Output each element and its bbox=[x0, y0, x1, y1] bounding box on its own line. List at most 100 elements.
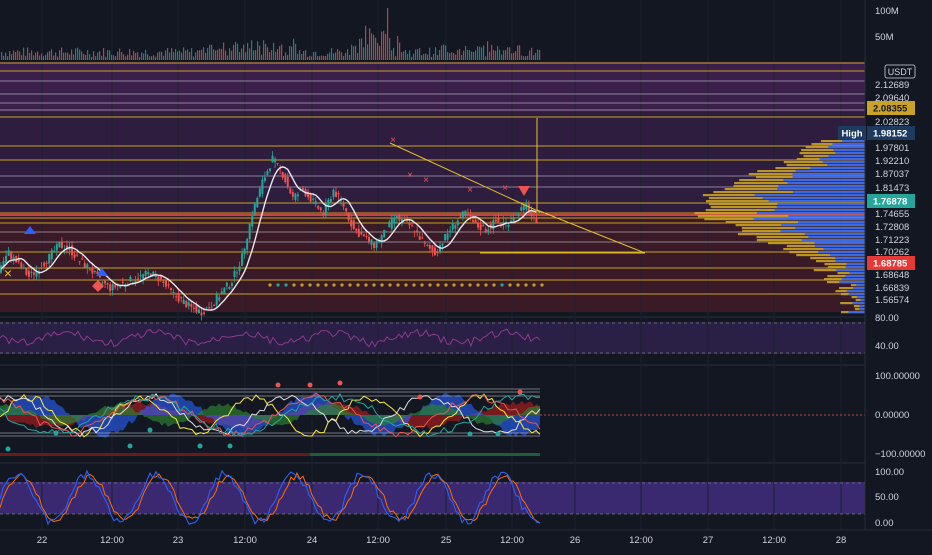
profile-bar-b bbox=[860, 299, 865, 302]
volume-bar bbox=[149, 56, 151, 60]
volume-bar bbox=[309, 55, 311, 60]
volume-bar bbox=[331, 48, 333, 60]
osc-line bbox=[0, 392, 541, 438]
candle-body bbox=[296, 194, 299, 197]
volume-bar bbox=[411, 56, 413, 60]
osc-signal-dot bbox=[147, 427, 153, 433]
price-tick: 1.92210 bbox=[875, 156, 909, 167]
volume-bar bbox=[341, 52, 343, 60]
candle-body bbox=[96, 271, 99, 274]
candle-body bbox=[220, 291, 223, 295]
volume-bar bbox=[137, 52, 139, 60]
candle-body bbox=[218, 297, 221, 301]
volume-bar bbox=[307, 56, 309, 60]
volume-bar bbox=[351, 44, 353, 60]
volume-bar bbox=[319, 56, 321, 60]
volume-bar bbox=[235, 41, 237, 60]
time-axis: 22 12:00 23 12:00 24 12:00 25 12:00 26 12:00 27 12:… bbox=[0, 529, 932, 550]
candle-body bbox=[269, 168, 271, 171]
signal-dot bbox=[444, 283, 448, 287]
signal-dot bbox=[452, 283, 456, 287]
osc-signal-dot bbox=[307, 382, 313, 388]
candle-body bbox=[106, 283, 109, 285]
price-tick: 2.02823 bbox=[875, 117, 909, 128]
signal-dot bbox=[332, 283, 336, 287]
candle-body bbox=[88, 269, 91, 271]
profile-bar-b bbox=[832, 143, 865, 146]
volume-bar bbox=[357, 53, 359, 60]
candle-body bbox=[101, 282, 104, 284]
volume-bar bbox=[445, 45, 447, 60]
volume-bar bbox=[299, 50, 301, 60]
price-tag-bg bbox=[867, 194, 915, 208]
price-tag-bg bbox=[867, 101, 915, 115]
candle-body bbox=[93, 270, 96, 272]
volume-bar bbox=[521, 55, 523, 60]
volume-bar bbox=[49, 50, 51, 60]
profile-bar-b bbox=[804, 233, 865, 236]
signal-cross-marker: × bbox=[390, 135, 396, 146]
candle-body bbox=[203, 312, 206, 314]
candle-body bbox=[256, 198, 259, 208]
volume-bar bbox=[277, 49, 279, 60]
profile-bar-b bbox=[841, 278, 865, 281]
time-tick: 12:00 bbox=[500, 535, 524, 546]
time-tick: 12:00 bbox=[233, 535, 257, 546]
volume-bar bbox=[89, 54, 91, 60]
volume-bar bbox=[91, 56, 93, 60]
profile-bar-b bbox=[778, 185, 865, 188]
volume-bar bbox=[79, 49, 81, 60]
volume-bar bbox=[239, 52, 241, 60]
volume-bar bbox=[71, 49, 73, 60]
volume-bar bbox=[203, 47, 205, 60]
volume-bar bbox=[175, 49, 177, 60]
signal-dot bbox=[492, 283, 496, 287]
candle-body bbox=[91, 267, 94, 274]
volume-bar bbox=[283, 56, 285, 60]
volume-bar bbox=[289, 45, 291, 60]
candle-body bbox=[459, 216, 462, 218]
candle-body bbox=[134, 281, 137, 284]
profile-bar-b bbox=[780, 230, 865, 233]
profile-bar-b bbox=[845, 266, 865, 269]
profile-bar-b bbox=[768, 200, 865, 203]
osc-signal-dot bbox=[197, 443, 203, 449]
volume-bar bbox=[279, 46, 281, 60]
candle-body bbox=[104, 280, 107, 284]
price-tick: 1.97801 bbox=[875, 143, 909, 154]
time-tick: 27 bbox=[703, 535, 714, 546]
signal-cross-marker: × bbox=[502, 183, 508, 194]
volume-bar bbox=[219, 48, 221, 60]
candle-body bbox=[492, 220, 495, 230]
candle-body bbox=[329, 198, 332, 202]
volume-bar bbox=[491, 44, 493, 60]
volume-bar bbox=[199, 50, 201, 60]
time-axis-background bbox=[0, 530, 932, 550]
candle-body bbox=[317, 205, 320, 209]
profile-bar-b bbox=[814, 245, 865, 248]
candle-body bbox=[195, 305, 198, 313]
candle-body bbox=[426, 244, 429, 246]
candle-body bbox=[233, 270, 236, 277]
candle-body bbox=[433, 247, 436, 256]
candle-body bbox=[83, 263, 86, 268]
candle-body bbox=[228, 286, 231, 289]
profile-bar bbox=[799, 152, 865, 155]
volume-bar bbox=[247, 42, 249, 60]
volume-bar bbox=[109, 50, 111, 60]
volume-bar bbox=[463, 50, 465, 60]
candle-body bbox=[114, 285, 117, 288]
volume-bar bbox=[327, 53, 329, 60]
volume-bar bbox=[519, 45, 521, 60]
candle-body bbox=[25, 268, 28, 275]
signal-dot bbox=[380, 283, 384, 287]
profile-bar bbox=[824, 263, 865, 266]
osc-signal-dot bbox=[227, 443, 233, 449]
volume-bar bbox=[389, 38, 391, 60]
candle-body bbox=[375, 241, 378, 248]
candle-body bbox=[71, 245, 74, 256]
volume-bar bbox=[121, 52, 123, 60]
profile-bar-b bbox=[852, 302, 865, 305]
candle-body bbox=[360, 232, 363, 235]
